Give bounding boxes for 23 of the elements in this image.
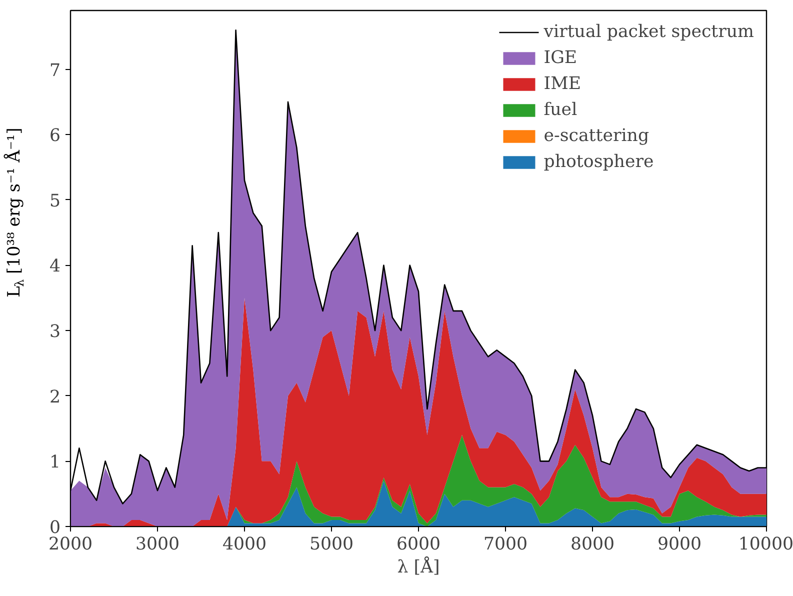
y-tick-label: 4 <box>49 256 61 277</box>
x-tick-label: 5000 <box>309 534 354 554</box>
legend-label: IGE <box>544 48 578 68</box>
x-axis-title: λ [Å] <box>397 556 440 578</box>
y-tick-label: 5 <box>49 191 61 212</box>
legend-label: e-scattering <box>544 126 650 146</box>
y-tick-label: 2 <box>49 387 61 408</box>
x-tick-label: 10000 <box>738 534 793 554</box>
y-tick-label: 7 <box>49 60 61 81</box>
x-tick-label: 9000 <box>657 534 702 554</box>
x-tick-label: 3000 <box>135 534 180 554</box>
x-tick-label: 4000 <box>222 534 267 554</box>
legend-label: fuel <box>544 100 578 120</box>
x-tick-label: 7000 <box>483 534 528 554</box>
y-axis-title: Lλ [10³⁸ erg s⁻¹ Å⁻¹] <box>4 128 26 298</box>
x-tick-label: 6000 <box>396 534 441 554</box>
legend-label: virtual packet spectrum <box>544 22 754 42</box>
y-tick-label: 1 <box>49 452 61 473</box>
legend-label: IME <box>544 74 581 94</box>
x-tick-label: 8000 <box>570 534 615 554</box>
y-tick-label: 6 <box>49 126 61 146</box>
y-tick-label: 3 <box>49 322 61 342</box>
legend-label: photosphere <box>544 152 654 172</box>
